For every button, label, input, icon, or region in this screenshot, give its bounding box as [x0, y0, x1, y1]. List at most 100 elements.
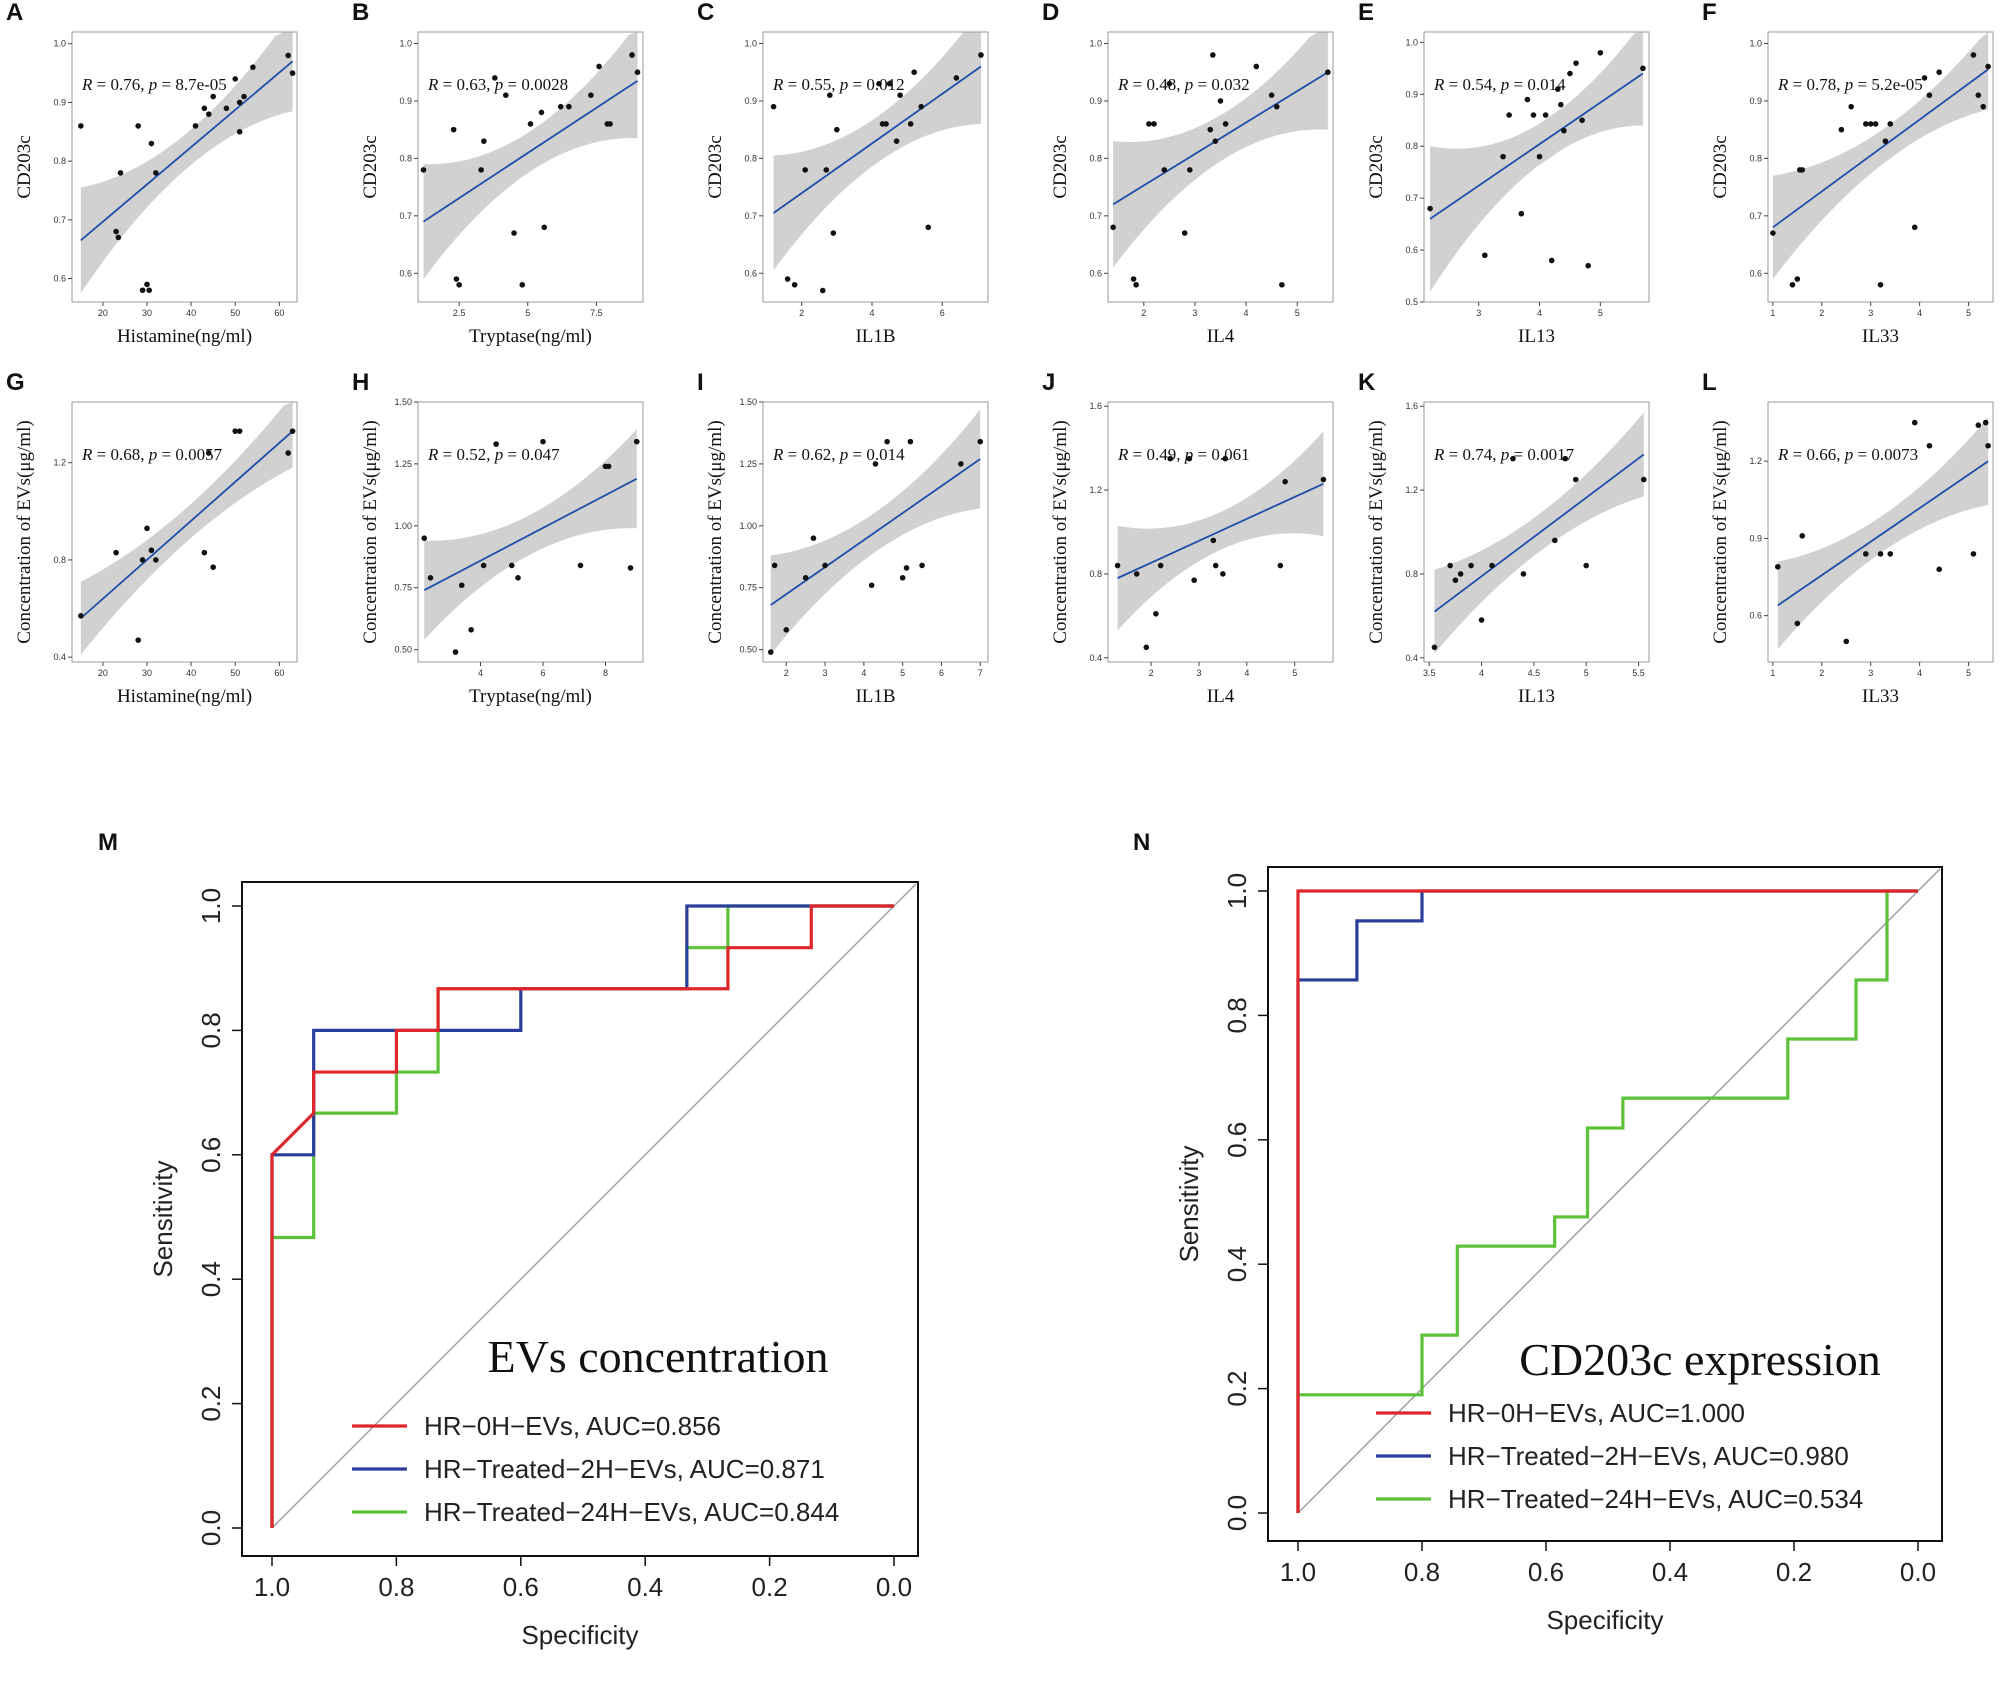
correlation-annotation: R = 0.49, p = 0.061: [1117, 445, 1250, 464]
data-point: [1921, 75, 1928, 81]
data-point: [538, 109, 545, 116]
correlation-annotation: R = 0.54, p = 0.014: [1433, 75, 1566, 94]
data-point: [478, 167, 484, 173]
x-tick-label: 2: [1141, 308, 1146, 318]
data-point: [1911, 224, 1918, 231]
y-tick-label: 0.7: [1749, 211, 1762, 221]
data-point: [893, 138, 900, 144]
y-tick-label: 0.8: [744, 153, 757, 163]
data-point: [1867, 121, 1874, 127]
y-tick-label: 1.0: [196, 888, 226, 924]
x-tick-label: 1: [1770, 308, 1775, 318]
y-tick-label: 0.75: [739, 583, 757, 593]
x-tick-label: 3: [1868, 308, 1873, 318]
x-tick-label: 3: [1196, 668, 1201, 678]
x-axis-label: Histamine(ng/ml): [117, 686, 252, 707]
data-point: [232, 428, 239, 434]
data-point: [1530, 112, 1537, 118]
data-point: [1843, 638, 1850, 645]
panel-label: N: [1133, 829, 1150, 856]
data-point: [541, 224, 548, 231]
data-point: [1143, 644, 1150, 651]
data-point: [633, 438, 640, 445]
data-point: [1220, 571, 1226, 577]
y-tick-label: 1.2: [1405, 485, 1418, 495]
panel-frame: [762, 401, 989, 663]
scatter-panel-c: C 2 4 6 0.6 0.7 0.8 0.9 1.0 IL1B CD203c R = 0.55, p…: [697, 0, 989, 347]
data-point: [1279, 281, 1285, 288]
scatter-panel-k: K 3.5 4 4.5 5 5.5 0.4 0.8 1.2 1.6 IL13 Concentratio…: [1358, 369, 1650, 707]
data-point: [1277, 562, 1284, 569]
data-point: [823, 167, 830, 173]
data-point: [458, 582, 465, 589]
y-tick-label: 0.8: [1405, 141, 1418, 151]
x-tick-label: 5: [1966, 668, 1971, 678]
y-tick-label: 0.6: [744, 268, 757, 278]
annotation-part: = 0.0028: [503, 75, 568, 94]
x-axis-label: IL13: [1518, 326, 1555, 347]
x-axis-label: Specificity: [1546, 1605, 1663, 1635]
data-point: [1640, 65, 1646, 72]
x-axis-label: IL1B: [855, 686, 895, 707]
regression-line: [773, 65, 982, 214]
data-point: [519, 281, 526, 288]
annotation-part: = 0.62,: [783, 445, 839, 464]
data-point: [770, 103, 777, 110]
data-point: [511, 230, 517, 236]
x-tick-label: 1: [1770, 668, 1775, 678]
annotation-part: = 0.047: [503, 445, 560, 464]
data-point: [629, 52, 635, 58]
data-point: [1191, 577, 1197, 584]
data-point: [192, 123, 199, 129]
x-tick-label: 0.8: [1404, 1557, 1440, 1587]
x-tick-label: 0.0: [876, 1572, 912, 1602]
data-point: [876, 80, 882, 87]
y-tick-label: 0.8: [399, 153, 412, 163]
annotation-part: p: [148, 75, 158, 94]
data-point: [1579, 117, 1585, 124]
y-tick-label: 1.25: [394, 459, 412, 469]
data-point: [557, 103, 564, 110]
data-point: [205, 111, 212, 117]
data-point: [1268, 92, 1275, 98]
scatter-panel-e: E 3 4 5 0.5 0.6 0.7 0.8 0.9 1.0 IL13 CD203c R = 0.54…: [1358, 0, 1650, 347]
regression-line: [80, 430, 294, 619]
data-point: [1133, 281, 1139, 288]
data-point: [153, 557, 159, 563]
y-tick-label: 0.8: [1089, 153, 1102, 163]
annotation-part: = 0.66,: [1788, 445, 1844, 464]
data-point: [1848, 103, 1854, 110]
data-point: [1210, 537, 1217, 544]
roc-curve: [1296, 889, 1918, 1513]
data-point: [1542, 112, 1549, 118]
legend-label: HR−Treated−2H−EVs, AUC=0.980: [1448, 1441, 1849, 1471]
data-point: [1510, 455, 1516, 462]
data-point: [250, 64, 256, 71]
x-tick-label: 5: [1584, 668, 1589, 678]
data-point: [907, 438, 914, 445]
x-axis-label: IL4: [1207, 326, 1235, 347]
y-tick-label: 0.6: [53, 274, 66, 284]
panel-label: M: [98, 829, 118, 856]
panel-frame: [417, 31, 644, 303]
data-point: [1457, 571, 1464, 577]
panel-frame: [1107, 31, 1334, 303]
data-point: [201, 105, 208, 112]
x-tick-label: 0.8: [378, 1572, 414, 1602]
y-tick-label: 1.0: [53, 39, 66, 49]
y-axis-label: CD203c: [14, 135, 35, 198]
regression-line: [1112, 71, 1329, 206]
data-point: [1222, 121, 1229, 127]
data-point: [819, 287, 826, 294]
data-point: [1877, 551, 1884, 557]
data-point: [1273, 103, 1280, 110]
panel-label: L: [1702, 369, 1717, 396]
y-tick-label: 0.8: [1222, 997, 1252, 1033]
x-tick-label: 7.5: [590, 308, 603, 318]
panel-label: G: [6, 369, 25, 396]
diagonal-reference: [271, 883, 917, 1529]
legend-label: HR−Treated−2H−EVs, AUC=0.871: [424, 1454, 825, 1484]
data-point: [1482, 252, 1488, 259]
regression-line: [422, 80, 639, 223]
